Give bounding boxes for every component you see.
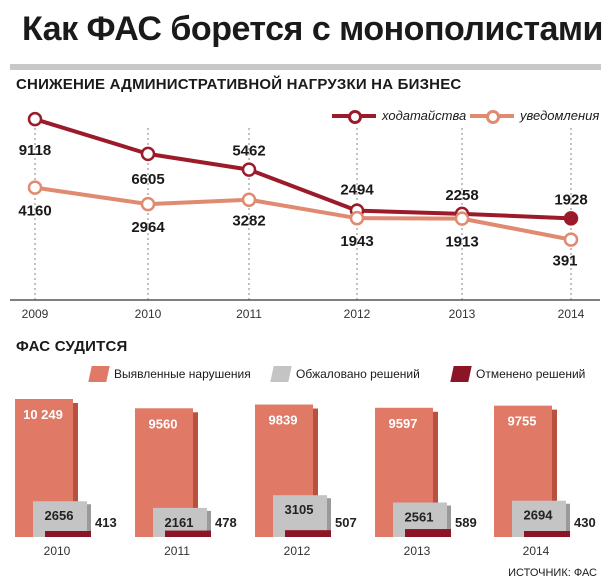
legend-cancelled: Отменено решений xyxy=(450,366,586,382)
x-tick-label-bar-2010: 2010 xyxy=(44,544,71,558)
x-tick-label-bar-2011: 2011 xyxy=(164,544,190,558)
x-tick-label-2012: 2012 xyxy=(344,307,371,321)
point-1-2013 xyxy=(454,211,470,226)
bar-violations-side-2013 xyxy=(433,411,438,537)
bar-cancelled-2014 xyxy=(524,531,570,537)
point-1-2010 xyxy=(140,196,156,212)
bar-appealed-2014 xyxy=(512,500,566,537)
x-tick-label-2010: 2010 xyxy=(135,307,162,321)
bar-label-cancelled-2014: 430 xyxy=(574,515,596,530)
bar-cancelled-2010 xyxy=(45,531,91,537)
bar-appealed-2012 xyxy=(273,495,327,537)
data-label-0-2012: 2494 xyxy=(340,182,374,199)
bar-label-appealed-2014: 2694 xyxy=(524,508,554,523)
bar-label-appealed-2010: 2656 xyxy=(45,508,74,523)
point-0-2014 xyxy=(563,211,579,226)
bar-label-cancelled-2013: 589 xyxy=(455,515,477,530)
data-label-1-2009: 4160 xyxy=(18,203,51,220)
bar-label-violations-2014: 9755 xyxy=(508,414,537,429)
data-label-0-2014: 1928 xyxy=(554,191,587,208)
data-label-0-2011: 5462 xyxy=(232,143,265,160)
bar-appealed-side-2010 xyxy=(87,504,91,537)
series-line-0 xyxy=(34,117,572,221)
data-label-1-2013: 1913 xyxy=(445,234,478,251)
title-divider xyxy=(10,64,601,70)
data-label-0-2010: 6605 xyxy=(131,171,164,188)
bar-label-cancelled-2012: 507 xyxy=(335,515,357,530)
legend-notifications-marker xyxy=(470,109,514,124)
point-0-2009 xyxy=(27,111,43,127)
bar-label-appealed-2012: 3105 xyxy=(285,502,314,517)
point-1-2014 xyxy=(563,232,579,247)
bar-label-violations-2011: 9560 xyxy=(149,416,178,431)
series-line-1 xyxy=(34,185,572,242)
bar-label-violations-2013: 9597 xyxy=(389,416,418,431)
x-tick-label-2011: 2011 xyxy=(236,307,262,321)
x-tick-label-bar-2014: 2014 xyxy=(523,544,550,558)
legend-appealed: Обжаловано решений xyxy=(270,366,420,382)
x-tick-label-2009: 2009 xyxy=(22,307,49,321)
line-chart-title: СНИЖЕНИЕ АДМИНИСТРАТИВНОЙ НАГРУЗКИ НА БИ… xyxy=(16,76,462,93)
bar-label-violations-2010: 10 249 xyxy=(23,407,63,422)
x-tick-label-bar-2012: 2012 xyxy=(284,544,311,558)
legend-notifications-label: уведомления xyxy=(520,108,600,123)
bar-violations-side-2014 xyxy=(552,409,557,537)
data-label-1-2011: 3282 xyxy=(232,213,265,230)
point-1-2011 xyxy=(241,192,257,207)
bar-label-cancelled-2010: 413 xyxy=(95,515,117,530)
bar-appealed-side-2012 xyxy=(327,498,331,537)
source-note: ИСТОЧНИК: ФАС xyxy=(508,567,597,579)
bar-appealed-side-2011 xyxy=(207,510,211,537)
data-label-0-2009: 9118 xyxy=(19,142,52,159)
line-chart: 2009 2010 2011 2012 2013 2014 9118 6605 5462 2494… xyxy=(10,111,600,321)
bar-label-cancelled-2011: 478 xyxy=(215,515,237,530)
bar-appealed-side-2014 xyxy=(566,503,570,537)
point-0-2010 xyxy=(140,146,156,162)
data-label-1-2012: 1943 xyxy=(340,233,373,250)
data-label-1-2010: 2964 xyxy=(131,219,165,236)
legend-cancelled-label: Отменено решений xyxy=(476,367,586,381)
data-label-0-2013: 2258 xyxy=(445,187,478,204)
legend-petitions-label: ходатайства xyxy=(382,108,467,123)
bar-cancelled-2011 xyxy=(165,530,211,537)
x-tick-label-bar-2013: 2013 xyxy=(404,544,431,558)
bar-appealed-side-2013 xyxy=(447,505,451,537)
bar-violations-side-2010 xyxy=(73,403,78,537)
bar-label-appealed-2013: 2561 xyxy=(405,510,434,525)
bar-cancelled-2012 xyxy=(285,530,331,537)
data-label-1-2014: 391 xyxy=(552,253,577,270)
x-tick-label-2014: 2014 xyxy=(558,307,585,321)
legend-petitions-marker xyxy=(332,109,376,124)
bar-label-appealed-2011: 2161 xyxy=(165,515,194,530)
point-1-2012 xyxy=(349,210,365,226)
point-0-2011 xyxy=(241,162,257,177)
bar-chart-title: ФАС СУДИТСЯ xyxy=(16,338,128,355)
bar-cancelled-2013 xyxy=(405,529,451,537)
legend-petitions: ходатайства xyxy=(332,108,467,124)
bar-violations-side-2012 xyxy=(313,408,318,537)
bar-label-violations-2012: 9839 xyxy=(269,413,298,428)
legend-violations: Выявленные нарушения xyxy=(88,366,251,382)
x-tick-label-2013: 2013 xyxy=(449,307,476,321)
legend-appealed-label: Обжаловано решений xyxy=(296,367,420,381)
page-title: Как ФАС борется с монополистами xyxy=(22,10,603,48)
point-1-2009 xyxy=(27,180,43,195)
legend-notifications: уведомления xyxy=(470,108,600,124)
legend-violations-label: Выявленные нарушения xyxy=(114,367,251,381)
bar-violations-side-2011 xyxy=(193,412,198,537)
